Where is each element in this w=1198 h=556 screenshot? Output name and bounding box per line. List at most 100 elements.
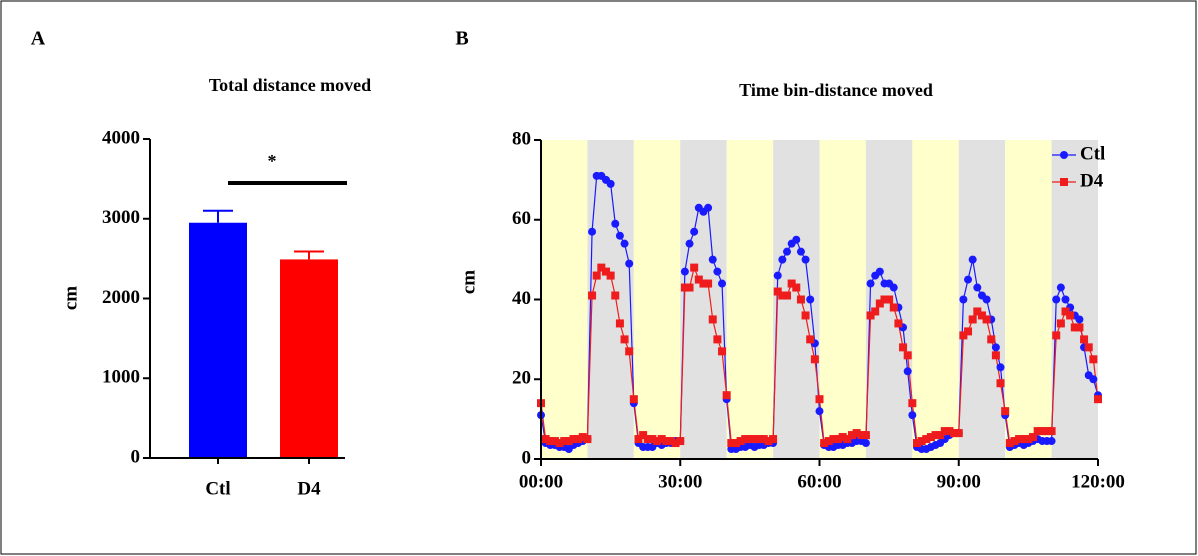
point [991, 343, 1000, 352]
point [783, 247, 792, 256]
point [847, 431, 856, 440]
point [1080, 335, 1089, 344]
point [991, 351, 1000, 360]
point [866, 279, 875, 288]
point [1094, 395, 1102, 404]
point [852, 429, 861, 438]
x-tick-label: 120:00 [1071, 471, 1125, 492]
y-tick-label: 3000 [102, 207, 140, 228]
point [690, 263, 699, 272]
point [973, 307, 982, 316]
point [611, 291, 620, 300]
legend-label: D4 [1080, 170, 1104, 191]
phase-band [633, 140, 681, 459]
point [1038, 427, 1047, 436]
point [806, 295, 815, 304]
point [1005, 439, 1014, 448]
point [982, 295, 991, 304]
point [1033, 427, 1042, 436]
point [620, 335, 629, 344]
point [1010, 437, 1019, 446]
point [843, 435, 852, 444]
point [861, 431, 870, 440]
point [945, 427, 954, 436]
point [801, 311, 810, 320]
significance-mark: * [268, 151, 277, 171]
point [922, 435, 931, 444]
point [1047, 427, 1056, 436]
point [1047, 437, 1056, 446]
point [875, 267, 884, 276]
point [968, 315, 977, 324]
x-tick-label: 30:00 [658, 471, 702, 492]
point [755, 435, 764, 444]
point [741, 435, 750, 444]
legend-marker [1060, 178, 1068, 186]
point [657, 435, 666, 444]
point [968, 255, 977, 264]
bar [280, 259, 338, 458]
point [1001, 407, 1010, 416]
point [769, 435, 778, 444]
point [792, 235, 801, 244]
point [574, 435, 583, 444]
point [601, 267, 610, 276]
point [680, 283, 689, 292]
point [996, 379, 1005, 388]
y-tick-label: 4000 [102, 127, 140, 148]
point [912, 439, 921, 448]
point [611, 219, 620, 228]
point [899, 343, 908, 352]
x-tick-label: 00:00 [519, 471, 563, 492]
chart-title: Total distance moved [209, 75, 371, 95]
point [685, 283, 694, 292]
point [708, 315, 717, 324]
point [773, 271, 782, 280]
phase-band [1005, 140, 1052, 459]
point [908, 399, 917, 408]
point [954, 429, 963, 438]
panel-label: A [31, 28, 46, 50]
point [653, 437, 662, 446]
bar [189, 222, 247, 458]
point [820, 439, 829, 448]
point [592, 271, 601, 280]
point [750, 435, 759, 444]
point [718, 279, 727, 288]
point [588, 227, 597, 236]
point [773, 287, 782, 296]
point [708, 255, 717, 264]
point [796, 247, 805, 256]
point [959, 331, 968, 340]
point [936, 431, 945, 440]
point [917, 437, 926, 446]
point [606, 179, 615, 188]
point [1070, 323, 1079, 332]
point [834, 435, 843, 444]
point [764, 437, 773, 446]
phase-band [819, 140, 866, 459]
point [676, 437, 685, 446]
point [950, 429, 959, 438]
point [666, 437, 675, 446]
point [569, 435, 578, 444]
point [1029, 433, 1038, 442]
point [662, 437, 671, 446]
point [625, 347, 634, 356]
point [792, 283, 801, 292]
point [699, 279, 708, 288]
point [1084, 343, 1093, 352]
point [987, 335, 996, 344]
point [745, 435, 754, 444]
point [722, 391, 731, 400]
point [639, 431, 648, 440]
x-tick-label: D4 [297, 478, 321, 499]
point [1061, 295, 1070, 304]
point [694, 275, 703, 284]
point [973, 283, 982, 292]
phase-band [912, 140, 959, 459]
point [620, 239, 629, 248]
point [564, 437, 573, 446]
point [713, 267, 722, 276]
point [996, 363, 1005, 372]
